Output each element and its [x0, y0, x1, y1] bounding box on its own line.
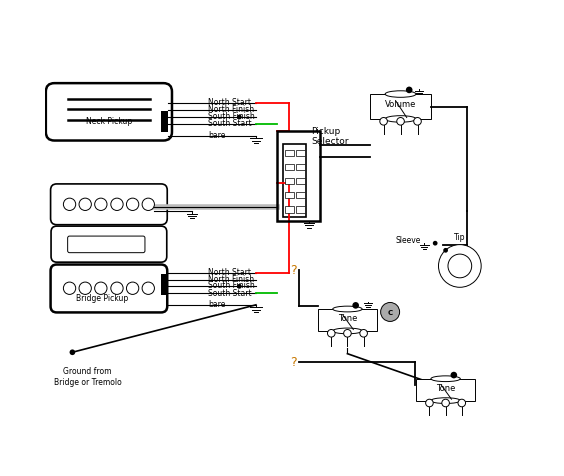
Ellipse shape — [333, 328, 362, 334]
Circle shape — [406, 88, 412, 94]
FancyBboxPatch shape — [285, 178, 294, 185]
Circle shape — [438, 245, 481, 288]
FancyBboxPatch shape — [51, 227, 167, 263]
Text: South Finish: South Finish — [209, 281, 255, 290]
FancyBboxPatch shape — [285, 193, 294, 199]
Text: Bridge Pickup: Bridge Pickup — [76, 294, 128, 303]
Circle shape — [111, 198, 123, 211]
Circle shape — [142, 282, 155, 295]
Text: Neck Pickup: Neck Pickup — [86, 117, 132, 126]
Text: Tone: Tone — [338, 313, 357, 322]
FancyBboxPatch shape — [51, 185, 168, 225]
FancyBboxPatch shape — [285, 207, 294, 213]
Polygon shape — [416, 379, 475, 401]
Text: ?: ? — [290, 264, 297, 277]
Polygon shape — [318, 309, 377, 331]
Ellipse shape — [385, 117, 416, 123]
Text: Pickup
Selector: Pickup Selector — [311, 127, 349, 146]
Circle shape — [95, 282, 107, 295]
Circle shape — [237, 116, 242, 120]
Text: South Finish: South Finish — [209, 112, 255, 121]
FancyBboxPatch shape — [296, 150, 305, 157]
Text: bare: bare — [209, 299, 226, 308]
Circle shape — [142, 198, 155, 211]
Circle shape — [63, 282, 76, 295]
FancyBboxPatch shape — [296, 207, 305, 213]
Polygon shape — [370, 95, 431, 119]
Text: Ground from
Bridge or Tremolo: Ground from Bridge or Tremolo — [54, 367, 121, 386]
FancyBboxPatch shape — [296, 178, 305, 185]
Circle shape — [451, 372, 457, 378]
Text: Tone: Tone — [436, 383, 455, 392]
Circle shape — [443, 248, 448, 253]
FancyBboxPatch shape — [161, 112, 168, 133]
Circle shape — [111, 282, 123, 295]
FancyBboxPatch shape — [285, 164, 294, 170]
Text: South Start: South Start — [209, 119, 252, 128]
Circle shape — [79, 282, 91, 295]
Circle shape — [414, 118, 421, 126]
Circle shape — [63, 198, 76, 211]
Circle shape — [458, 399, 465, 407]
Ellipse shape — [431, 398, 460, 404]
FancyBboxPatch shape — [284, 145, 306, 218]
Text: South Start: South Start — [209, 288, 252, 297]
Ellipse shape — [385, 91, 416, 98]
Circle shape — [79, 198, 91, 211]
Circle shape — [95, 198, 107, 211]
Circle shape — [328, 330, 335, 337]
Text: Sleeve: Sleeve — [395, 236, 421, 245]
Text: bare: bare — [209, 130, 226, 139]
Ellipse shape — [431, 376, 460, 382]
Circle shape — [380, 118, 387, 126]
Circle shape — [352, 302, 359, 309]
Circle shape — [126, 282, 139, 295]
FancyBboxPatch shape — [296, 164, 305, 170]
Text: Volume: Volume — [385, 100, 416, 109]
Circle shape — [360, 330, 367, 337]
Circle shape — [442, 399, 450, 407]
Circle shape — [69, 350, 75, 356]
Circle shape — [126, 198, 139, 211]
Text: ?: ? — [290, 356, 297, 368]
FancyBboxPatch shape — [285, 150, 294, 157]
FancyBboxPatch shape — [161, 275, 168, 296]
Circle shape — [343, 330, 351, 337]
Circle shape — [381, 303, 400, 322]
Text: North Start: North Start — [209, 268, 252, 277]
FancyBboxPatch shape — [51, 265, 168, 313]
Ellipse shape — [333, 307, 362, 312]
Circle shape — [433, 241, 438, 246]
FancyBboxPatch shape — [46, 84, 172, 141]
Circle shape — [237, 284, 242, 289]
Text: C: C — [387, 309, 393, 315]
Text: North Finish: North Finish — [209, 105, 254, 114]
Circle shape — [426, 399, 433, 407]
FancyBboxPatch shape — [68, 237, 145, 253]
FancyBboxPatch shape — [296, 193, 305, 199]
Text: North Start: North Start — [209, 98, 252, 107]
Text: Tip: Tip — [453, 233, 465, 241]
Text: North Finish: North Finish — [209, 274, 254, 283]
Circle shape — [396, 118, 404, 126]
